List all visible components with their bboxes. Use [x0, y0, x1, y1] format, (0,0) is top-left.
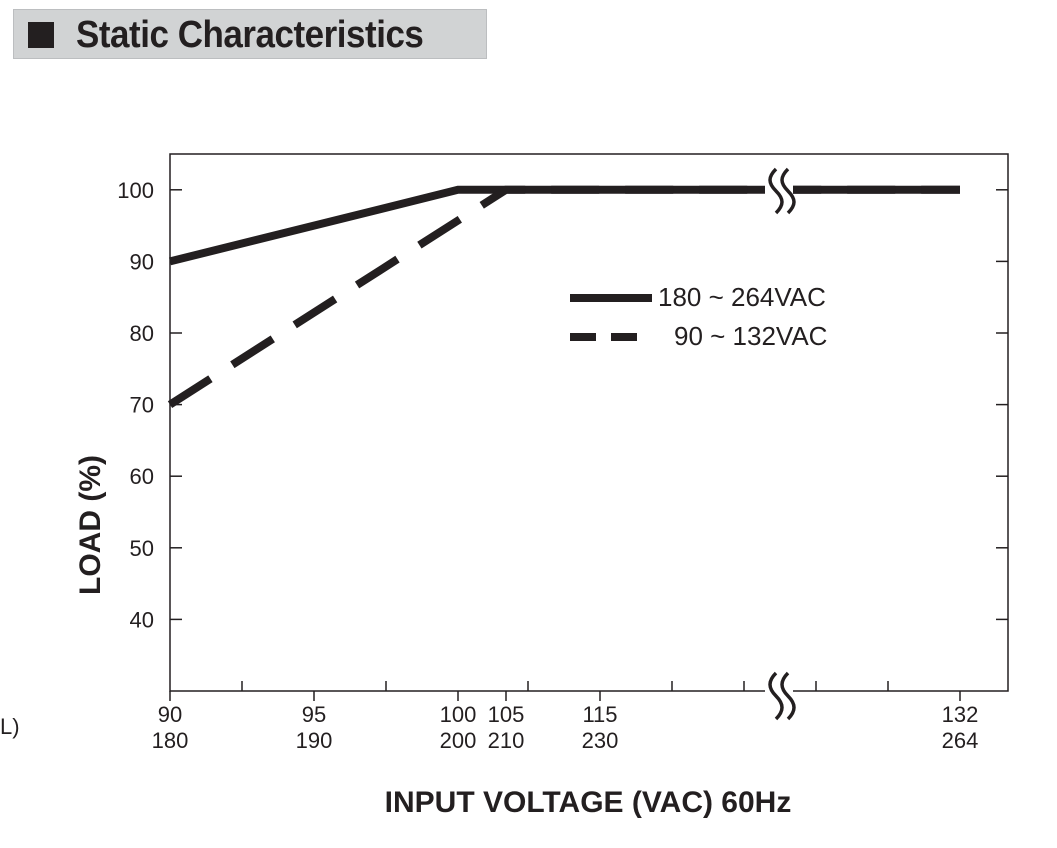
x-tick-label-low: 115	[582, 702, 617, 727]
y-tick-label: 50	[130, 536, 154, 561]
legend: 180 ~ 264VAC 90 ~ 132VAC	[570, 282, 827, 351]
plot-frame	[169, 153, 1009, 692]
y-tick-label: 100	[117, 178, 154, 203]
x-tick-label-high: 264	[942, 728, 979, 753]
edge-fragment-text: L)	[0, 714, 20, 739]
section-header: Static Characteristics	[13, 9, 487, 59]
y-tick-label: 70	[130, 393, 154, 418]
x-minor-ticks	[241, 681, 889, 691]
x-axis-title: INPUT VOLTAGE (VAC) 60Hz	[385, 786, 792, 819]
y-tick-label: 40	[130, 607, 154, 632]
series-line-dashed	[167, 185, 960, 408]
square-bullet-icon	[28, 22, 54, 48]
x-tick-label-low: 100	[440, 702, 477, 727]
y-tick-label: 90	[130, 249, 154, 274]
x-tick-label-low: 95	[302, 702, 326, 727]
y-axis-title: LOAD (%)	[74, 455, 107, 595]
y-tick-label: 80	[130, 321, 154, 346]
axis-break-bottom-icon	[765, 671, 796, 721]
series-line-solid	[169, 185, 960, 266]
y-tick-label: 60	[130, 464, 154, 489]
axis-break-top-icon	[765, 167, 796, 215]
legend-label-dashed: 90 ~ 132VAC	[674, 321, 827, 351]
x-tick-label-low: 132	[942, 702, 979, 727]
x-tick-label-high: 230	[582, 728, 619, 753]
x-tick-label-high: 190	[296, 728, 333, 753]
section-title: Static Characteristics	[76, 14, 424, 56]
x-tick-label-high: 210	[488, 728, 525, 753]
y-axis: 40 50 60 70 80 90 100	[117, 178, 1008, 632]
x-tick-label-high: 200	[440, 728, 477, 753]
x-tick-label-high: 180	[152, 728, 189, 753]
series-layer	[167, 185, 960, 408]
legend-label-solid: 180 ~ 264VAC	[658, 282, 826, 312]
x-tick-label-low: 105	[488, 702, 525, 727]
x-tick-label-low: 90	[158, 702, 182, 727]
